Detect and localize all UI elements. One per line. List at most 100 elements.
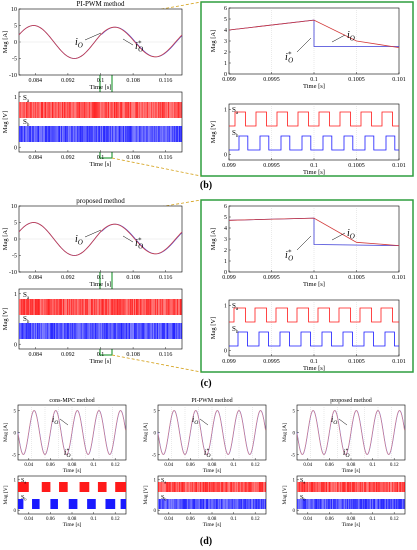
pulse-bar xyxy=(105,323,106,339)
pulse-bar xyxy=(135,299,136,315)
pulse-bar xyxy=(232,482,233,492)
pulse-bar xyxy=(343,499,344,509)
sb-pulse xyxy=(105,499,116,509)
x-tick-label: 0.1 xyxy=(369,517,376,522)
x-tick-label: 0.084 xyxy=(29,155,43,161)
pulse-bar xyxy=(177,102,178,118)
pulse-bar xyxy=(149,126,150,142)
x-tick-label: 0.1 xyxy=(310,163,318,169)
pulse-bar xyxy=(55,299,56,315)
pulse-bar xyxy=(71,126,72,142)
sa-pulse xyxy=(59,482,68,492)
pulse-bar xyxy=(72,102,73,118)
pulse-bar xyxy=(117,323,118,339)
y-tick-label: 0 xyxy=(154,509,157,514)
pulse-bar xyxy=(220,482,221,492)
x-axis-label: Time [s] xyxy=(342,468,361,474)
pulse-bar xyxy=(246,499,247,509)
pulse-bar xyxy=(100,126,101,142)
pulse-bar xyxy=(197,482,198,492)
y-tick-label: 5 xyxy=(14,24,17,30)
pulse-bar xyxy=(399,499,400,509)
sa-switching-band xyxy=(19,299,182,315)
pulse-bar xyxy=(301,482,302,492)
pulse-bar xyxy=(342,482,343,492)
pulse-bar xyxy=(218,499,219,509)
pulse-bar xyxy=(370,499,371,509)
pulse-bar xyxy=(400,482,401,492)
x-tick-label: 0.084 xyxy=(29,352,43,358)
pulse-bar xyxy=(26,299,27,315)
pulse-bar xyxy=(61,299,62,315)
pulse-bar xyxy=(98,323,99,339)
x-tick-label: 0.06 xyxy=(186,463,195,468)
y-tick-label: 3 xyxy=(224,237,227,243)
pulse-bar xyxy=(181,102,182,118)
pulse-bar xyxy=(132,299,133,315)
y-axis-label: Mag [A] xyxy=(143,423,149,442)
pulse-bar xyxy=(393,482,394,492)
chart-d_proposed_switch: 0.04 0.06 0.08 0.1 0.12 0 1 Time [s] Mag [V] Sa Sb xyxy=(282,475,406,528)
pulse-bar xyxy=(179,102,180,118)
plot-area xyxy=(18,91,183,153)
pulse-bar xyxy=(125,126,126,142)
pulse-bar xyxy=(125,102,126,118)
pulse-bar xyxy=(257,499,258,509)
pulse-bar xyxy=(374,499,375,509)
pulse-bar xyxy=(103,299,104,315)
pulse-bar xyxy=(168,299,169,315)
series-line-measured xyxy=(157,410,266,455)
pulse-bar xyxy=(104,323,105,339)
pulse-bar xyxy=(23,323,24,339)
pulse-bar xyxy=(340,482,341,492)
x-tick-label: 0.1 xyxy=(310,275,318,281)
pulse-bar xyxy=(123,126,124,142)
x-tick-label: 0.1 xyxy=(90,517,97,522)
pulse-bar xyxy=(108,126,109,142)
pulse-bar xyxy=(155,126,156,142)
x-tick-label: 0.12 xyxy=(390,463,399,468)
pulse-bar xyxy=(335,499,336,509)
pulse-bar xyxy=(144,126,145,142)
pulse-bar xyxy=(142,102,143,118)
pulse-bar xyxy=(384,499,385,509)
chart-d_proposed_current: 0.04 0.06 0.08 0.1 0.12 -5 0 5 Time [s] Mag [A] pr… xyxy=(282,398,406,474)
pulse-bar xyxy=(356,499,357,509)
y-tick-label: -10 xyxy=(9,73,17,79)
pulse-bar xyxy=(66,299,67,315)
pulse-bar xyxy=(61,323,62,339)
pulse-bar xyxy=(365,482,366,492)
pulse-bar xyxy=(126,323,127,339)
pulse-bar xyxy=(107,323,108,339)
pulse-bar xyxy=(182,482,183,492)
series-label-sb: Sb xyxy=(23,315,30,325)
pulse-bar xyxy=(248,482,249,492)
y-tick-label: 0 xyxy=(14,145,17,151)
series-label-sa: Sa xyxy=(161,478,166,485)
pulse-bar xyxy=(157,102,158,118)
pulse-bar xyxy=(107,299,108,315)
pulse-bar xyxy=(259,499,260,509)
pulse-bar xyxy=(332,499,333,509)
pulse-bar xyxy=(381,499,382,509)
pulse-bar xyxy=(230,499,231,509)
pulse-bar xyxy=(147,299,148,315)
pulse-bar xyxy=(129,126,130,142)
pulse-bar xyxy=(64,126,65,142)
pulse-bar xyxy=(221,482,222,492)
pulse-bar xyxy=(131,126,132,142)
pulse-bar xyxy=(172,323,173,339)
pulse-bar xyxy=(123,102,124,118)
x-tick-label: 0.116 xyxy=(159,352,172,358)
pulse-bar xyxy=(307,499,308,509)
pulse-bar xyxy=(91,102,92,118)
pulse-bar xyxy=(362,499,363,509)
pulse-bar xyxy=(67,299,68,315)
pulse-bar xyxy=(128,102,129,118)
pulse-bar xyxy=(133,102,134,118)
series-label-sb: Sb xyxy=(300,495,305,502)
pulse-bar xyxy=(117,299,118,315)
pulse-bar xyxy=(79,323,80,339)
pulse-bar xyxy=(20,126,21,142)
pulse-bar xyxy=(333,499,334,509)
